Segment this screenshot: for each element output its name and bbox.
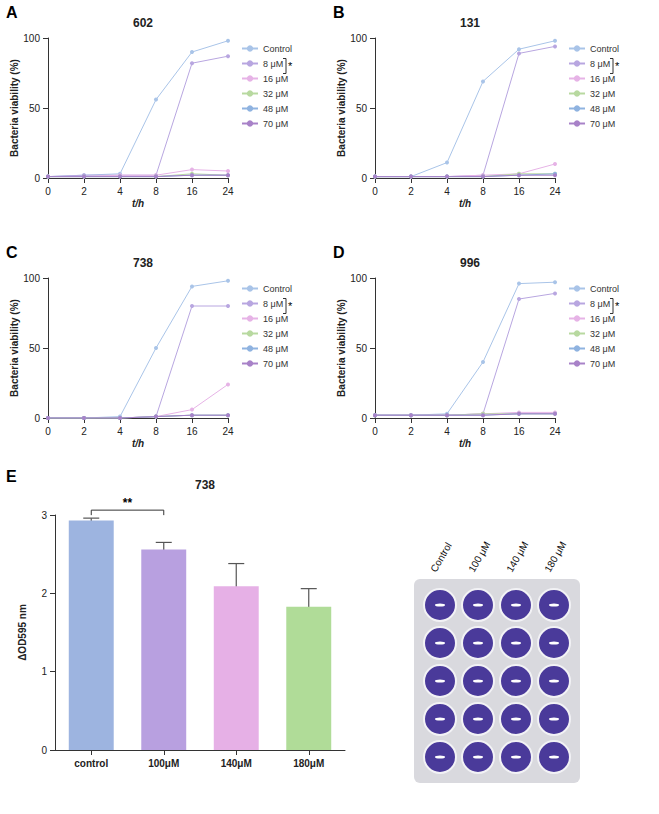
svg-text:16: 16 — [186, 426, 198, 437]
svg-text:16 μM: 16 μM — [590, 74, 615, 84]
svg-text:2: 2 — [408, 426, 414, 437]
svg-text:t/h: t/h — [459, 438, 471, 449]
svg-text:8 μM: 8 μM — [263, 59, 283, 69]
svg-text:180 μM: 180 μM — [542, 539, 568, 574]
svg-text:*: * — [288, 300, 293, 312]
svg-text:2: 2 — [81, 186, 87, 197]
svg-text:32 μM: 32 μM — [590, 329, 615, 339]
svg-text:16: 16 — [186, 186, 198, 197]
svg-text:1: 1 — [41, 666, 47, 677]
svg-text:Control: Control — [428, 541, 454, 574]
svg-text:8 μM: 8 μM — [590, 59, 610, 69]
svg-text:16 μM: 16 μM — [263, 74, 288, 84]
svg-text:24: 24 — [222, 186, 234, 197]
svg-text:Control: Control — [590, 284, 619, 294]
svg-text:8 μM: 8 μM — [263, 299, 283, 309]
svg-text:100: 100 — [23, 33, 40, 44]
svg-text:140 μM: 140 μM — [504, 539, 530, 574]
svg-text:Bacteria viability (%): Bacteria viability (%) — [9, 59, 20, 157]
svg-text:*: * — [288, 60, 293, 72]
svg-text:*: * — [615, 60, 620, 72]
svg-text:24: 24 — [549, 426, 561, 437]
svg-text:0: 0 — [34, 173, 40, 184]
svg-text:738: 738 — [133, 256, 153, 270]
svg-text:180μM: 180μM — [293, 758, 324, 769]
svg-text:24: 24 — [549, 186, 561, 197]
svg-text:3: 3 — [41, 510, 47, 521]
svg-text:32 μM: 32 μM — [263, 329, 288, 339]
svg-text:Control: Control — [263, 44, 292, 54]
svg-text:ΔOD595 nm: ΔOD595 nm — [17, 604, 28, 661]
svg-text:50: 50 — [356, 343, 368, 354]
svg-text:16 μM: 16 μM — [590, 314, 615, 324]
svg-text:100: 100 — [350, 33, 367, 44]
svg-text:Bacteria viability (%): Bacteria viability (%) — [336, 299, 347, 397]
svg-text:16: 16 — [513, 426, 525, 437]
svg-text:t/h: t/h — [132, 198, 144, 209]
svg-text:32 μM: 32 μM — [590, 89, 615, 99]
svg-text:602: 602 — [133, 16, 153, 30]
svg-text:100 μM: 100 μM — [466, 539, 492, 574]
svg-text:4: 4 — [117, 186, 123, 197]
svg-text:16 μM: 16 μM — [263, 314, 288, 324]
svg-text:131: 131 — [460, 16, 480, 30]
svg-text:**: ** — [123, 496, 133, 510]
svg-text:140μM: 140μM — [221, 758, 252, 769]
svg-text:996: 996 — [460, 256, 480, 270]
svg-text:B: B — [333, 4, 345, 21]
svg-text:738: 738 — [195, 478, 215, 492]
svg-text:0: 0 — [34, 413, 40, 424]
svg-text:Bacteria viability (%): Bacteria viability (%) — [336, 59, 347, 157]
svg-text:t/h: t/h — [132, 438, 144, 449]
svg-text:70 μM: 70 μM — [263, 119, 288, 129]
svg-text:100μM: 100μM — [148, 758, 179, 769]
svg-text:E: E — [6, 468, 17, 485]
svg-text:70 μM: 70 μM — [590, 119, 615, 129]
svg-text:4: 4 — [444, 426, 450, 437]
svg-text:0: 0 — [372, 186, 378, 197]
svg-text:70 μM: 70 μM — [590, 359, 615, 369]
svg-text:2: 2 — [408, 186, 414, 197]
svg-text:0: 0 — [45, 426, 51, 437]
svg-text:100: 100 — [23, 273, 40, 284]
svg-text:Control: Control — [590, 44, 619, 54]
svg-text:t/h: t/h — [459, 198, 471, 209]
svg-text:0: 0 — [372, 426, 378, 437]
svg-text:Bacteria viability (%): Bacteria viability (%) — [9, 299, 20, 397]
svg-text:C: C — [6, 244, 18, 261]
svg-text:48 μM: 48 μM — [263, 104, 288, 114]
svg-text:8: 8 — [480, 426, 486, 437]
svg-text:50: 50 — [29, 103, 41, 114]
svg-text:70 μM: 70 μM — [263, 359, 288, 369]
svg-text:8: 8 — [153, 426, 159, 437]
svg-text:0: 0 — [45, 186, 51, 197]
svg-text:48 μM: 48 μM — [263, 344, 288, 354]
svg-text:*: * — [615, 300, 620, 312]
svg-text:48 μM: 48 μM — [590, 344, 615, 354]
svg-text:4: 4 — [117, 426, 123, 437]
svg-text:0: 0 — [361, 173, 367, 184]
svg-text:control: control — [74, 758, 108, 769]
svg-text:16: 16 — [513, 186, 525, 197]
svg-text:50: 50 — [29, 343, 41, 354]
svg-text:24: 24 — [222, 426, 234, 437]
svg-text:2: 2 — [81, 426, 87, 437]
svg-text:0: 0 — [41, 745, 47, 756]
svg-text:48 μM: 48 μM — [590, 104, 615, 114]
svg-text:D: D — [333, 244, 345, 261]
svg-text:4: 4 — [444, 186, 450, 197]
svg-text:A: A — [6, 4, 18, 21]
svg-text:8 μM: 8 μM — [590, 299, 610, 309]
svg-text:8: 8 — [153, 186, 159, 197]
svg-text:Control: Control — [263, 284, 292, 294]
svg-text:2: 2 — [41, 588, 47, 599]
svg-text:50: 50 — [356, 103, 368, 114]
svg-text:0: 0 — [361, 413, 367, 424]
svg-text:8: 8 — [480, 186, 486, 197]
svg-text:32 μM: 32 μM — [263, 89, 288, 99]
svg-text:100: 100 — [350, 273, 367, 284]
